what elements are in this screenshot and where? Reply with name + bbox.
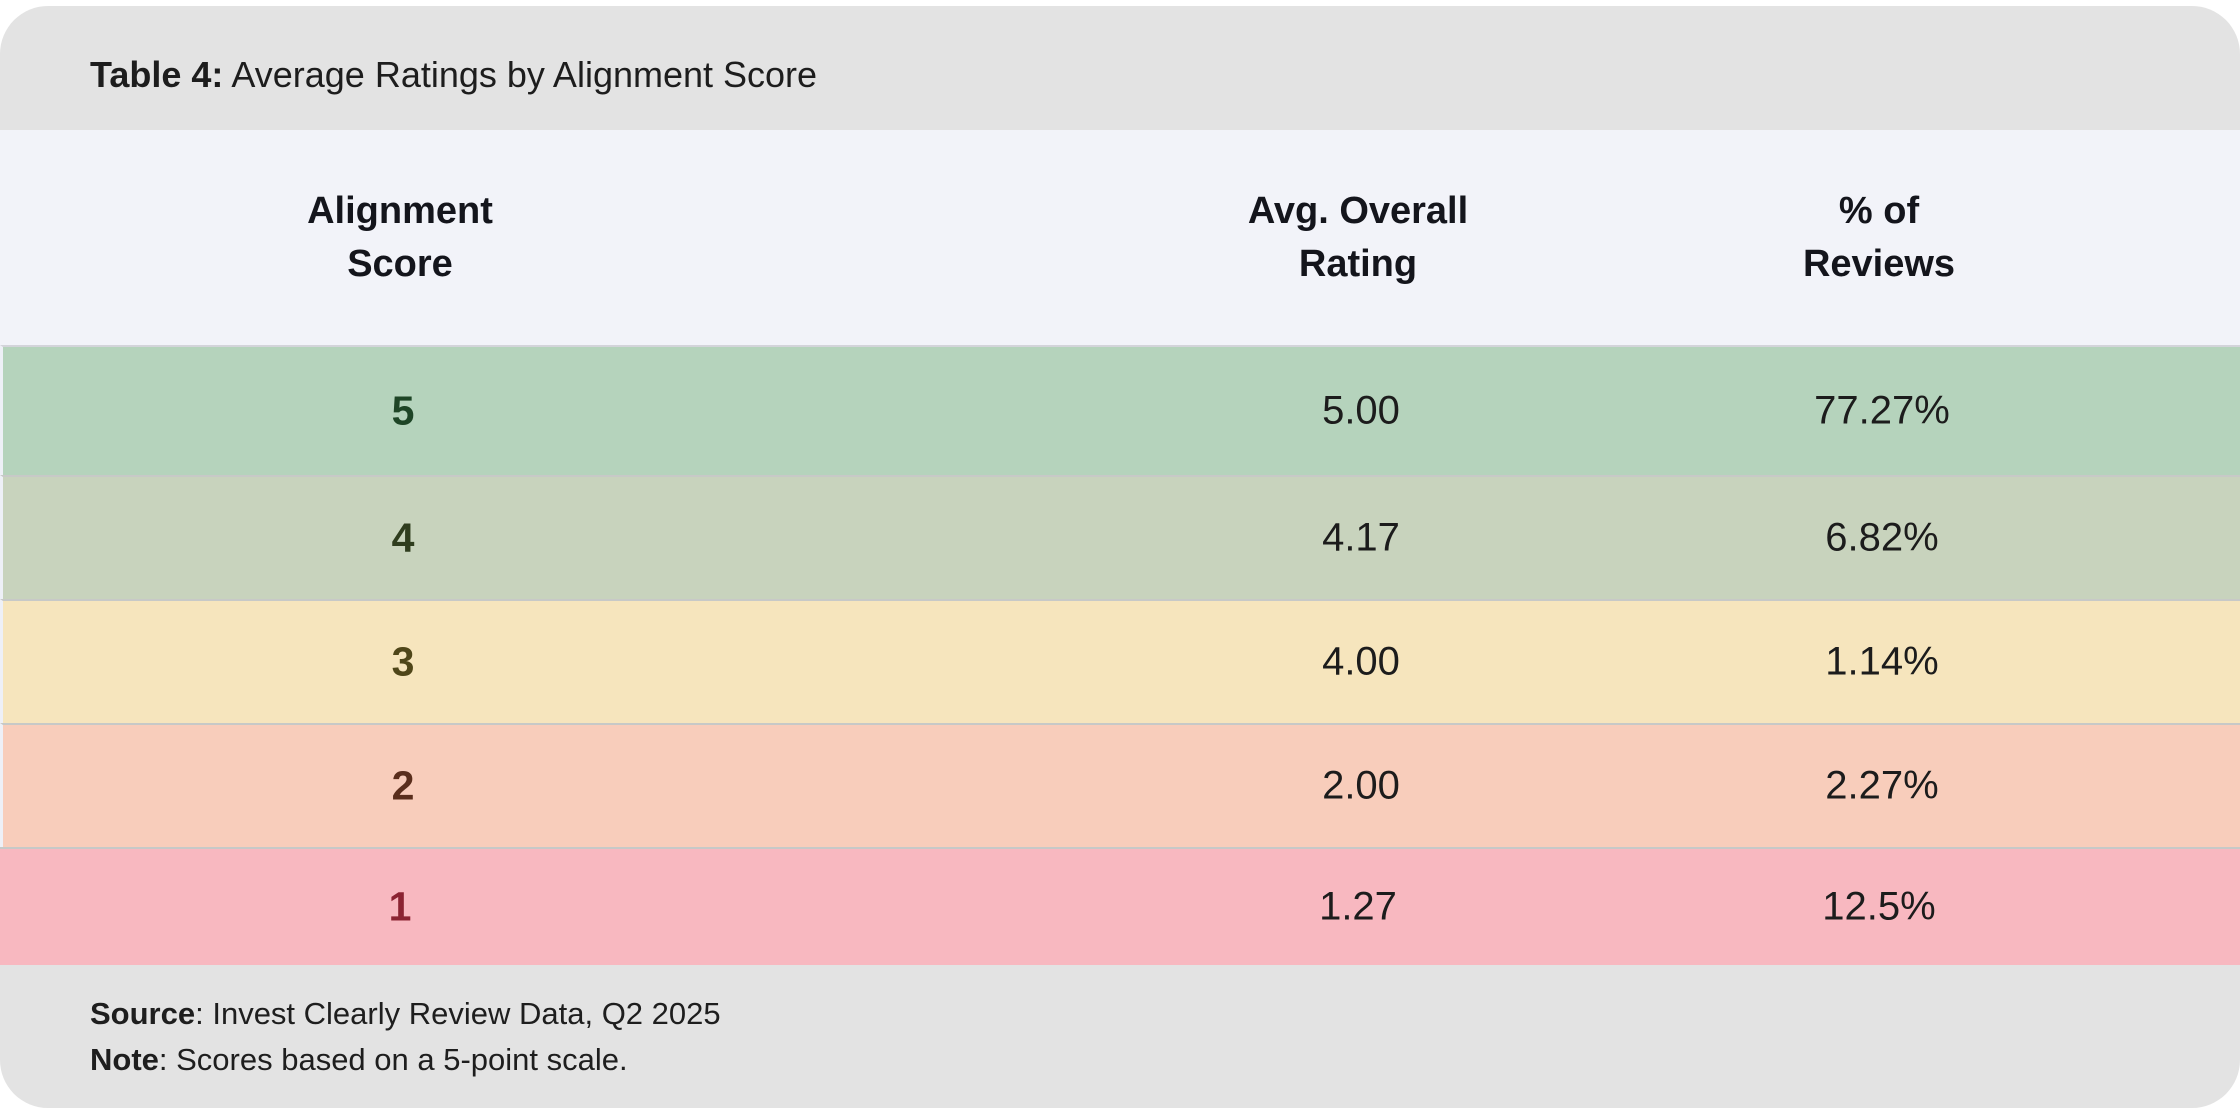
score-cell: 5: [391, 387, 415, 434]
column-header-line: Score: [347, 242, 453, 285]
note-line: Note: Scores based on a 5-point scale.: [90, 1037, 2240, 1083]
score-cell: 2: [391, 762, 415, 809]
rating-cell: 1.27: [1319, 884, 1397, 929]
column-header-line: Rating: [1298, 242, 1418, 285]
table-row-score-4: 4 4.17 6.82%: [0, 475, 2240, 599]
pct-cell: 77.27%: [1814, 388, 1950, 433]
rating-cell: 4.17: [1322, 515, 1400, 560]
pct-cell: 6.82%: [1825, 515, 1939, 560]
column-header-line: Alignment: [307, 189, 493, 232]
rating-cell: 5.00: [1322, 388, 1400, 433]
rating-cell: 2.00: [1322, 763, 1400, 808]
note-label: Note: [90, 1042, 159, 1077]
source-text: : Invest Clearly Review Data, Q2 2025: [195, 996, 721, 1031]
table-row-score-1: 1 1.27 12.5%: [0, 847, 2240, 965]
table-row-score-5: 5 5.00 77.27%: [0, 345, 2240, 475]
source-line: Source: Invest Clearly Review Data, Q2 2…: [90, 991, 2240, 1037]
column-header-line: Reviews: [1802, 242, 1956, 285]
table-row-score-2: 2 2.00 2.27%: [0, 723, 2240, 847]
table-body: 5 5.00 77.27% 4 4.17 6.82% 3 4.00 1.14% …: [0, 345, 2240, 965]
column-header-pct-of-reviews: % of Reviews: [1803, 185, 1955, 291]
column-header-line: Avg. Overall: [1247, 189, 1469, 232]
pct-cell: 2.27%: [1825, 763, 1939, 808]
table-title-bar: Table 4: Average Ratings by Alignment Sc…: [0, 6, 2240, 130]
column-header-avg-overall-rating: Avg. Overall Rating: [1248, 185, 1468, 291]
score-cell: 1: [388, 883, 412, 930]
note-text: : Scores based on a 5-point scale.: [158, 1042, 628, 1077]
table-title-text: Average Ratings by Alignment Score: [223, 54, 818, 96]
table-header-row: Alignment Score Avg. Overall Rating % of…: [0, 130, 2240, 345]
table-footer: Source: Invest Clearly Review Data, Q2 2…: [0, 965, 2240, 1108]
score-cell: 4: [391, 514, 415, 561]
table-title-prefix: Table 4:: [90, 54, 224, 96]
source-label: Source: [90, 996, 196, 1031]
table-title: Table 4: Average Ratings by Alignment Sc…: [90, 54, 817, 96]
table-row-score-3: 3 4.00 1.14%: [0, 599, 2240, 723]
pct-cell: 12.5%: [1822, 884, 1936, 929]
column-header-alignment-score: Alignment Score: [307, 185, 493, 291]
column-header-line: % of: [1838, 189, 1920, 232]
rating-cell: 4.00: [1322, 639, 1400, 684]
score-cell: 3: [391, 638, 415, 685]
pct-cell: 1.14%: [1825, 639, 1939, 684]
